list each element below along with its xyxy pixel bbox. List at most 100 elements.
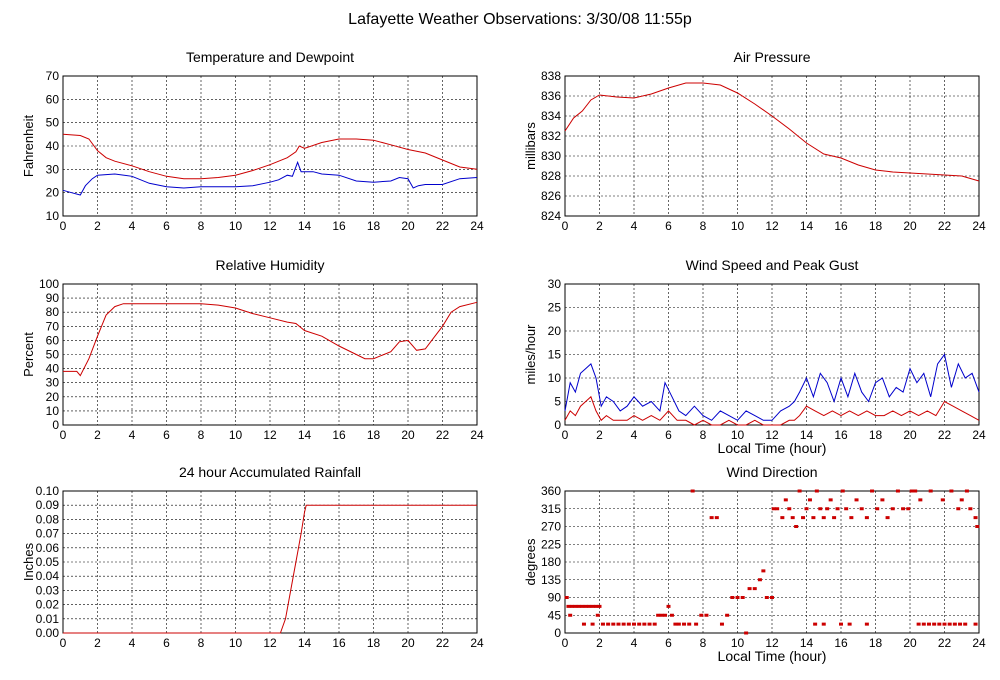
series-line-1 [63,301,478,377]
x-tick-label: 18 [869,428,883,442]
data-point [699,613,704,617]
y-tick-label: 30 [46,376,60,390]
data-point [973,516,978,520]
data-point [690,489,695,493]
data-point [832,516,837,520]
y-tick-label: 90 [548,591,562,605]
x-tick-label: 10 [731,219,745,233]
y-tick-label: 0.06 [36,541,60,555]
y-tick-label: 828 [541,169,561,183]
data-point [621,622,626,626]
data-point [821,516,826,520]
data-point [890,507,895,511]
data-point [752,587,757,591]
y-tick-label: 10 [548,371,562,385]
data-point [669,613,674,617]
data-point [956,507,961,511]
data-point [839,622,843,626]
y-tick-label: 0.03 [36,583,60,597]
data-point [616,622,621,626]
y-tick-label: 824 [541,209,561,223]
data-point [906,507,911,511]
data-point [818,507,823,511]
data-point [790,516,795,520]
data-point [937,622,942,626]
y-tick-label: 270 [541,520,561,534]
data-point [747,587,752,591]
data-point [573,604,578,608]
x-tick-label: 4 [129,636,136,650]
x-tick-label: 14 [298,636,312,650]
x-tick-label: 20 [401,428,415,442]
data-point [801,516,806,520]
data-point [828,498,833,502]
x-tick-label: 16 [332,428,346,442]
data-point [928,489,933,493]
data-point [761,569,766,573]
x-tick-label: 0 [562,428,569,442]
data-point [880,498,885,502]
x-tick-label: 2 [94,636,101,650]
x-tick-label: 8 [700,636,707,650]
data-point [597,604,602,608]
data-point [959,498,964,502]
plot-frame [62,75,478,217]
x-tick-label: 2 [596,219,603,233]
y-tick-label: 30 [548,277,562,291]
x-tick-label: 22 [938,219,952,233]
data-point [885,516,890,520]
x-tick-label: 16 [834,636,848,650]
data-point [913,489,918,493]
data-point [926,622,931,626]
data-point [569,604,574,608]
data-point [771,507,776,511]
x-tick-label: 4 [631,219,638,233]
data-point [606,622,611,626]
x-tick-label: 4 [129,219,136,233]
x-tick-label: 0 [60,219,67,233]
y-tick-label: 25 [548,301,562,315]
x-tick-label: 10 [731,636,745,650]
y-tick-label: 0.09 [36,498,60,512]
x-axis-label: Local Time (hour) [718,648,827,664]
chart-title: Air Pressure [733,49,810,65]
data-point [652,622,657,626]
data-point [642,622,647,626]
data-point [581,622,586,626]
x-tick-label: 0 [60,636,67,650]
data-point [656,613,661,617]
x-tick-label: 14 [298,428,312,442]
data-point [849,516,854,520]
y-tick-label: 0.05 [36,555,60,569]
data-point [901,507,906,511]
x-tick-label: 16 [332,219,346,233]
data-point [626,622,631,626]
series-line-1 [62,133,478,180]
chart-press: 0 2 4 6 8 10 12 14 16 18 20 22 248248268288308328348… [523,49,986,233]
y-tick-label: 834 [541,109,561,123]
x-tick-label: 16 [834,219,848,233]
y-axis-label: degrees [523,538,538,585]
data-point [787,507,792,511]
y-tick-label: 180 [541,555,561,569]
x-tick-label: 22 [436,219,450,233]
data-point [840,489,845,493]
data-point [973,622,978,626]
x-tick-label: 2 [596,636,603,650]
x-tick-label: 22 [938,636,952,650]
data-point [783,498,788,502]
data-point [704,613,709,617]
data-point [595,613,600,617]
x-tick-label: 6 [163,636,170,650]
y-tick-label: 5 [554,395,561,409]
x-tick-label: 20 [401,636,415,650]
x-tick-label: 18 [367,636,381,650]
y-tick-label: 0 [52,418,59,432]
x-axis-label: Local Time (hour) [718,440,827,456]
x-tick-label: 4 [631,636,638,650]
data-point [952,622,957,626]
x-tick-label: 12 [765,636,779,650]
series-line-2 [62,160,478,196]
